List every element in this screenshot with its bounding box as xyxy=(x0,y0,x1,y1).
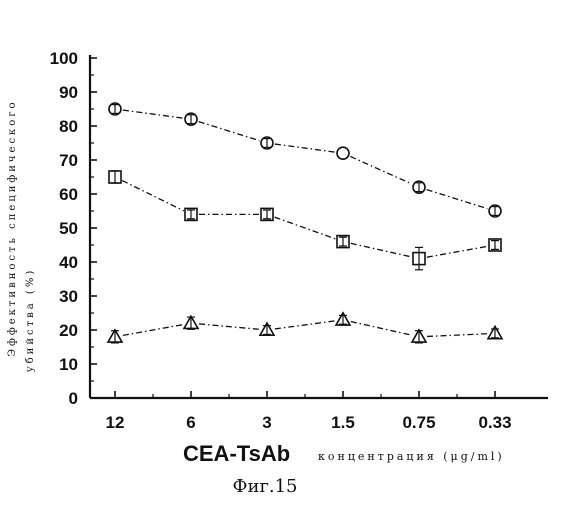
y-tick-label: 20 xyxy=(59,321,78,340)
series-line-segment xyxy=(123,110,183,118)
x-tick-label: 6 xyxy=(186,413,195,432)
series-line-segment xyxy=(199,122,260,141)
series-line-segment xyxy=(275,321,335,329)
x-tick-label: 0.75 xyxy=(402,413,435,432)
y-axis-label-line2: убийства (%) xyxy=(25,268,36,372)
series-line-segment xyxy=(351,243,411,257)
series-line-segment xyxy=(427,190,488,209)
series-line-segment xyxy=(122,181,184,211)
axes xyxy=(90,55,548,398)
x-tick-label: 12 xyxy=(106,413,125,432)
x-tick-labels: 12 6 3 1.5 0.75 0.33 xyxy=(106,413,512,432)
y-tick-label: 80 xyxy=(59,117,78,136)
series-line-segment xyxy=(275,217,336,239)
series-line-segment xyxy=(350,156,411,183)
y-tick-label: 70 xyxy=(59,151,78,170)
series-line-segment xyxy=(199,324,259,329)
series-line-segment xyxy=(123,325,183,336)
y-tick-label: 30 xyxy=(59,287,78,306)
x-axis-title: CEA-TsAb xyxy=(183,441,290,466)
x-tick-label: 0.33 xyxy=(478,413,511,432)
series-square xyxy=(109,171,501,270)
series-line-segment xyxy=(427,334,487,337)
series-triangle xyxy=(108,313,502,343)
y-tick-label: 50 xyxy=(59,219,78,238)
circle-marker xyxy=(337,147,349,159)
y-tick-labels: 0 10 20 30 40 50 60 70 80 90 100 xyxy=(50,49,78,408)
y-tick-label: 100 xyxy=(50,49,78,68)
series-line-segment xyxy=(427,246,487,257)
series-line-segment xyxy=(351,322,411,336)
x-tick-label: 1.5 xyxy=(331,413,355,432)
y-tick-label: 90 xyxy=(59,83,78,102)
y-tick-label: 40 xyxy=(59,253,78,272)
y-tick-label: 0 xyxy=(69,389,78,408)
y-tick-label: 60 xyxy=(59,185,78,204)
y-tick-label: 10 xyxy=(59,355,78,374)
series-circle xyxy=(109,103,501,217)
y-axis-label-line1: Эффективность специфического xyxy=(7,99,18,356)
series-line-segment xyxy=(275,144,335,152)
figure-caption: Фиг.15 xyxy=(233,476,298,497)
x-tick-label: 3 xyxy=(262,413,271,432)
series-layer xyxy=(108,103,502,343)
y-axis-label: Эффективность специфического убийства (%… xyxy=(7,99,36,372)
x-axis-subtitle: концентрация (μg/ml) xyxy=(318,450,505,463)
